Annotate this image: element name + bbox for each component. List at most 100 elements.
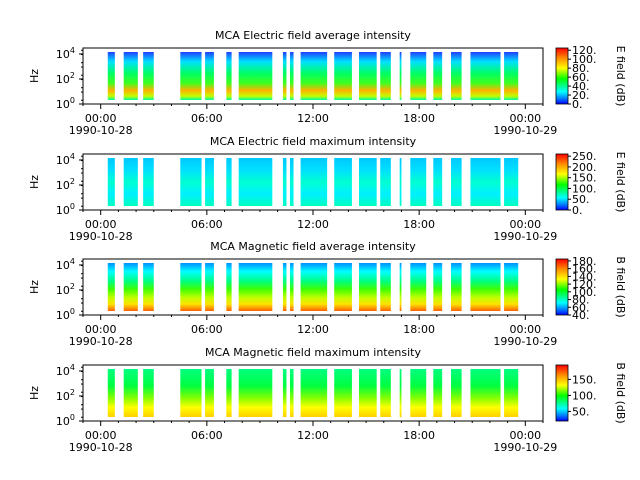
data-stripe xyxy=(238,369,273,417)
data-stripe xyxy=(451,52,462,100)
x-tick-label: 06:00 xyxy=(191,218,223,231)
data-stripe xyxy=(123,52,138,100)
x-tick-label: 00:00 xyxy=(509,112,541,125)
data-stripe xyxy=(290,158,294,206)
x-date-label: 1990-10-29 xyxy=(493,441,557,454)
data-stripe xyxy=(300,263,328,311)
x-tick-label: 12:00 xyxy=(297,218,329,231)
colorbar-tick-label: 60. xyxy=(572,71,590,84)
data-stripe xyxy=(504,369,519,417)
colorbar-tick-label: 0. xyxy=(572,204,583,217)
data-stripe xyxy=(410,263,427,311)
colorbar-tick-label: 60. xyxy=(572,301,590,314)
y-tick-label: 102 xyxy=(56,388,75,403)
x-date-label: 1990-10-28 xyxy=(69,124,133,137)
data-stripe xyxy=(205,158,214,206)
data-stripe xyxy=(238,52,273,100)
y-axis-label: Hz xyxy=(28,386,41,400)
data-stripe xyxy=(410,369,427,417)
colorbar-tick-label: 100. xyxy=(572,389,597,402)
data-stripe xyxy=(226,263,232,311)
colorbar-tick-label: 40. xyxy=(572,80,590,93)
data-stripe xyxy=(359,263,377,311)
colorbar-label: E field (dB) xyxy=(614,46,627,107)
y-tick-label: 100 xyxy=(56,413,75,428)
data-stripe xyxy=(470,52,501,100)
panel-title: MCA Electric field maximum intensity xyxy=(210,135,417,148)
data-stripe xyxy=(123,263,138,311)
colorbar-frame xyxy=(555,47,569,105)
data-stripe xyxy=(399,263,402,311)
data-stripe xyxy=(504,158,519,206)
colorbar-tick-label: 120. xyxy=(572,44,597,57)
data-stripe xyxy=(226,158,232,206)
colorbar-tick-label: 140. xyxy=(572,270,597,283)
x-tick-label: 06:00 xyxy=(191,429,223,442)
colorbar-tick-label: 100. xyxy=(572,53,597,66)
colorbar-tick-label: 120. xyxy=(572,278,597,291)
y-tick-label: 102 xyxy=(56,177,75,192)
data-stripe xyxy=(180,369,202,417)
data-stripe xyxy=(282,263,287,311)
data-stripe xyxy=(433,263,443,311)
colorbar-tick-label: 100. xyxy=(572,182,597,195)
colorbar-tick-label: 20. xyxy=(572,89,590,102)
x-date-label: 1990-10-29 xyxy=(493,124,557,137)
panel-2: MCA Electric field maximum intensity Hz 10… xyxy=(28,135,627,243)
data-stripe xyxy=(359,369,377,417)
data-stripe xyxy=(180,263,202,311)
data-stripe xyxy=(300,158,328,206)
y-tick-label: 100 xyxy=(56,202,75,217)
x-date-label: 1990-10-29 xyxy=(493,335,557,348)
data-stripe xyxy=(290,369,294,417)
colorbar-frame xyxy=(555,364,569,422)
x-tick-label: 00:00 xyxy=(85,323,117,336)
x-tick-label: 00:00 xyxy=(85,218,117,231)
colorbar-tick-label: 180. xyxy=(572,255,597,268)
data-stripe xyxy=(470,263,501,311)
x-tick-label: 18:00 xyxy=(403,218,435,231)
data-stripe xyxy=(107,158,115,206)
y-tick-label: 104 xyxy=(56,46,75,61)
colorbar xyxy=(556,154,568,210)
x-tick-label: 18:00 xyxy=(403,112,435,125)
data-stripe xyxy=(470,369,501,417)
panel-3: MCA Magnetic field average intensity Hz 10… xyxy=(28,240,627,348)
x-tick-label: 00:00 xyxy=(509,218,541,231)
x-date-label: 1990-10-29 xyxy=(493,230,557,243)
x-tick-label: 06:00 xyxy=(191,323,223,336)
data-stripe xyxy=(334,158,352,206)
x-tick-label: 00:00 xyxy=(509,429,541,442)
data-stripe xyxy=(380,158,391,206)
x-date-label: 1990-10-28 xyxy=(69,335,133,348)
data-stripe xyxy=(205,263,214,311)
data-stripe xyxy=(143,158,154,206)
panel-title: MCA Magnetic field maximum intensity xyxy=(205,346,421,359)
data-stripe xyxy=(433,158,443,206)
colorbar-tick-label: 160. xyxy=(572,263,597,276)
y-tick-label: 104 xyxy=(56,152,75,167)
data-stripe xyxy=(143,263,154,311)
colorbar-frame xyxy=(555,258,569,316)
x-tick-label: 00:00 xyxy=(85,429,117,442)
data-stripe xyxy=(380,263,391,311)
colorbar-tick-label: 50. xyxy=(572,405,590,418)
y-axis-label: Hz xyxy=(28,280,41,294)
y-tick-label: 100 xyxy=(56,307,75,322)
x-tick-label: 06:00 xyxy=(191,112,223,125)
colorbar-tick-label: 100. xyxy=(572,286,597,299)
y-tick-label: 104 xyxy=(56,257,75,272)
y-tick-label: 102 xyxy=(56,282,75,297)
data-stripe xyxy=(451,369,462,417)
data-stripe xyxy=(290,263,294,311)
colorbar-tick-label: 0. xyxy=(572,98,583,111)
x-tick-label: 12:00 xyxy=(297,112,329,125)
data-stripe xyxy=(123,369,138,417)
colorbar-tick-label: 150. xyxy=(572,373,597,386)
x-tick-label: 00:00 xyxy=(509,323,541,336)
data-stripe xyxy=(180,52,202,100)
data-stripe xyxy=(399,369,402,417)
data-stripe xyxy=(238,158,273,206)
data-stripe xyxy=(451,263,462,311)
